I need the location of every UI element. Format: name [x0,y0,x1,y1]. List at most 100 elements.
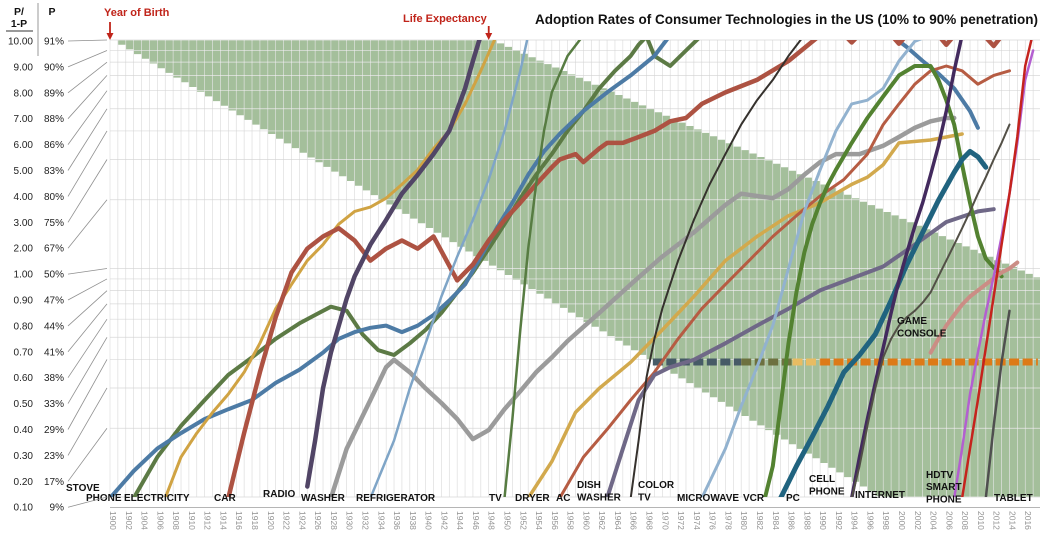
y-tick-percent: 41% [44,347,64,358]
x-tick-year: 1976 [708,511,718,530]
y-tick-percent: 91% [44,37,64,48]
x-tick-year: 1952 [518,511,528,530]
x-tick-year: 1988 [802,511,812,530]
y-tick-odds: 9.00 [14,62,34,73]
y-axis-header-odds: 1-P [11,18,27,30]
x-tick-year: 1932 [360,511,370,530]
y-tick-percent: 47% [44,296,64,307]
y-tick-odds: 10.00 [8,37,33,48]
series-line-tablet [984,309,1011,497]
y-tick-leader [67,108,108,171]
series-label-cellphone: CELL [809,474,835,485]
series-line-refrigerator [369,40,529,497]
x-tick-year: 2010 [976,511,986,530]
series-label-smartphone: PHONE [926,495,962,506]
y-tick-odds: 0.40 [14,425,34,436]
x-tick-year: 1946 [471,511,481,530]
series-line-microwave [700,40,923,497]
y-tick-odds: 0.20 [14,477,34,488]
x-tick-year: 1944 [455,511,465,530]
x-tick-year: 1942 [439,511,449,530]
y-tick-odds: 0.90 [14,296,34,307]
y-tick-odds: 1.00 [14,270,34,281]
y-tick-odds: 0.50 [14,399,34,410]
y-tick-odds: 0.30 [14,451,34,462]
y-tick-leader [67,268,108,275]
x-tick-year: 1962 [597,511,607,530]
annotation-arrowhead [485,33,493,40]
x-tick-year: 1974 [692,511,702,530]
series-label-cellphone: PHONE [809,487,845,498]
y-tick-percent: 75% [44,218,64,229]
x-tick-year: 1994 [850,511,860,530]
x-tick-year: 2002 [913,511,923,530]
x-tick-year: 1940 [424,511,434,530]
series-label-gameconsole: GAME [897,316,927,327]
series-label-microwave: MICROWAVE [677,493,739,504]
x-tick-year: 1936 [392,511,402,530]
x-tick-year: 1904 [140,511,150,530]
y-tick-percent: 88% [44,114,64,125]
series-label-washer: WASHER [301,493,346,504]
series-label-car: CAR [214,493,236,504]
y-tick-leader [67,75,108,119]
x-tick-year: 1926 [313,511,323,530]
series-line-colortv [629,40,802,497]
y-tick-leader [67,290,108,327]
x-tick-year: 1996 [865,511,875,530]
series-line-smartphone [961,40,1033,497]
y-tick-percent: 50% [44,270,64,281]
series-line-vcr [763,64,1004,497]
series-label-vcr: VCR [743,493,765,504]
x-tick-year: 1968 [645,511,655,530]
series-label-colortv: TV [638,493,651,504]
series-label-electricity: ELECTRICITY [124,493,190,504]
series-line-car [226,40,1002,497]
series-label-dryer: DRYER [515,493,550,504]
x-tick-year: 2014 [1007,511,1017,530]
x-tick-year: 1902 [124,511,134,530]
series-label-dishwasher: WASHER [577,493,622,504]
y-tick-odds: 6.00 [14,140,34,151]
y-tick-percent: 38% [44,373,64,384]
y-tick-odds: 5.00 [14,166,34,177]
x-tick-year: 1908 [171,511,181,530]
x-tick-year: 1948 [487,511,497,530]
x-tick-year: 2004 [929,511,939,530]
x-tick-year: 2006 [944,511,954,530]
series-line-dryer [526,132,964,497]
series-label-tv: TV [489,493,502,504]
y-tick-odds: 0.70 [14,347,34,358]
x-tick-year: 1922 [282,511,292,530]
series-label-ac: AC [556,493,570,504]
x-tick-year: 1972 [676,511,686,530]
x-tick-year: 1906 [155,511,165,530]
x-tick-year: 1978 [723,511,733,530]
y-tick-leader [67,318,108,378]
x-tick-year: 1910 [187,511,197,530]
y-tick-leader [67,278,108,301]
x-tick-year: 1920 [266,511,276,530]
y-axis-header-odds: P/ [14,6,24,18]
y-tick-leader [67,303,108,353]
series-label-phone: PHONE [86,493,122,504]
y-tick-percent: 89% [44,88,64,99]
x-tick-year: 2000 [897,511,907,530]
y-tick-leader [67,387,108,456]
series-line-tv [503,40,582,497]
x-tick-year: 1918 [250,511,260,530]
series-label-radio: RADIO [263,489,295,500]
x-tick-year: 1900 [108,511,118,530]
series-line-internet [850,123,1011,497]
x-tick-year: 1960 [581,511,591,530]
x-tick-year: 2012 [992,511,1002,530]
x-tick-year: 1924 [297,511,307,530]
x-tick-year: 1958 [566,511,576,530]
y-tick-percent: 33% [44,399,64,410]
y-tick-leader [67,39,108,42]
y-tick-odds: 4.00 [14,192,34,203]
life-expectancy-label: Life Expectancy [403,13,487,25]
x-tick-year: 2016 [1023,511,1033,530]
series-label-tablet: TABLET [994,493,1033,504]
